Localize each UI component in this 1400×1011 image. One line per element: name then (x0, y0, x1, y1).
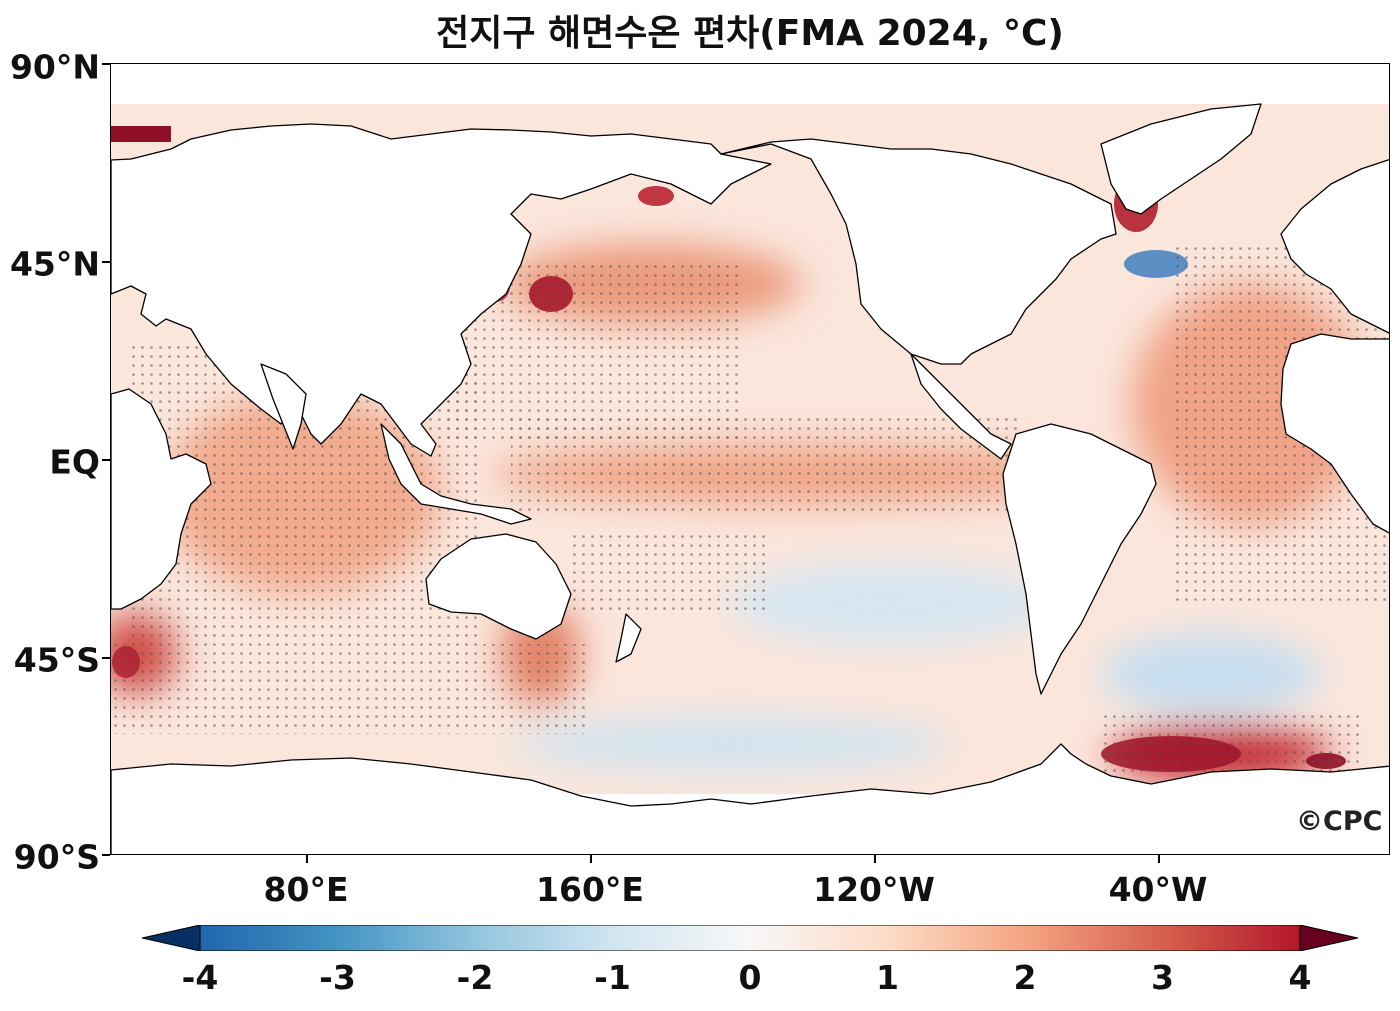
y-tick-label-45n: 45°N (9, 244, 100, 284)
x-tick-label-120w: 120°W (813, 870, 935, 909)
land-central-america (910, 353, 1012, 460)
colorbar-tick-label: 0 (738, 958, 762, 997)
blob-south-pacific-cool (731, 564, 1051, 644)
blob-southern-cool (511, 718, 951, 770)
x-tick-label-160e: 160°E (536, 870, 644, 909)
y-tick-label-45s: 45°S (13, 640, 100, 680)
land-north-america (720, 138, 1117, 365)
land-india (260, 363, 307, 450)
colorbar-extend-high (1299, 924, 1359, 952)
land-africa-west (1280, 333, 1389, 534)
hotspot-barents (111, 126, 171, 142)
colorbar-body (199, 924, 1301, 952)
continents (111, 103, 1389, 854)
x-tick (590, 855, 592, 863)
sst-anomaly-map (110, 63, 1390, 855)
colorbar-graphic (141, 924, 1359, 952)
land-greenland (1100, 103, 1262, 215)
colorbar-tick-label: 1 (876, 958, 899, 997)
x-tick (306, 855, 308, 863)
cpc-watermark: ©CPC (1296, 806, 1383, 837)
map-canvas (111, 103, 1389, 854)
colorbar-tick-label: 3 (1151, 958, 1174, 997)
map-title: 전지구 해면수온 편차(FMA 2024, °C) (436, 13, 1064, 54)
y-tick-label-eq: EQ (49, 442, 100, 482)
colorbar-tick-label: 2 (1013, 958, 1037, 997)
x-tick (874, 855, 876, 863)
colorbar-tick-label: -1 (594, 958, 631, 997)
x-tick-label-80e: 80°E (263, 870, 349, 909)
colorbar (141, 924, 1359, 952)
land-southeast-asia (380, 423, 532, 525)
hotspot-bering (638, 186, 674, 206)
x-tick (1158, 855, 1160, 863)
y-tick (102, 459, 110, 461)
y-tick-label-90n: 90°N (9, 47, 100, 87)
colorbar-tick-label: -2 (456, 958, 494, 997)
land-australia (425, 533, 572, 640)
y-tick (102, 657, 110, 659)
colorbar-tick-label: 4 (1288, 958, 1312, 997)
colorbar-tick-label: -3 (319, 958, 356, 997)
land-new-zealand (615, 613, 642, 663)
y-tick (102, 63, 110, 65)
y-tick (102, 854, 110, 856)
y-tick-label-90s: 90°S (13, 837, 100, 877)
land-antarctica (111, 743, 1389, 854)
y-tick (102, 261, 110, 263)
colorbar-extend-low (141, 924, 201, 952)
x-tick-label-40w: 40°W (1108, 870, 1208, 909)
land-africa (111, 388, 212, 610)
blob-south-atlantic-cool (1101, 634, 1321, 714)
land-south-america (1002, 423, 1157, 695)
colorbar-tick-label: -4 (181, 958, 219, 997)
land-europe (1280, 158, 1389, 334)
